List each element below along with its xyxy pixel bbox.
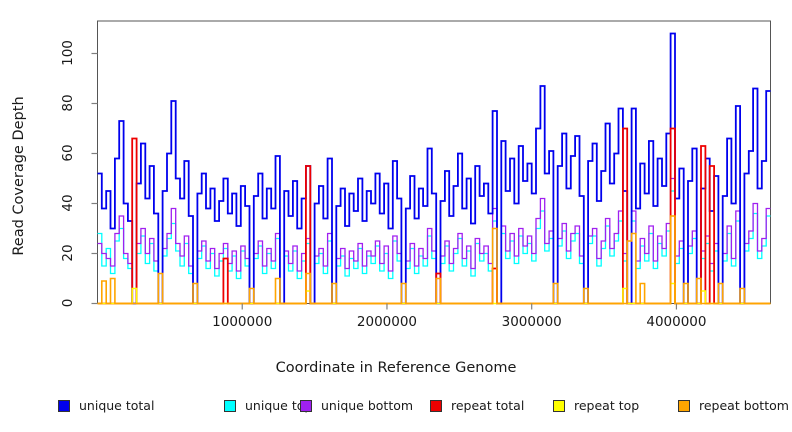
series-unique-top — [97, 190, 771, 305]
plot-border — [97, 20, 771, 304]
legend-item-unique-bottom: unique bottom — [300, 398, 413, 414]
unique-bottom-swatch-icon — [300, 400, 312, 412]
y-tick-label: 80 — [60, 93, 76, 112]
repeat-bottom-swatch-icon — [678, 400, 690, 412]
series-repeat-total — [97, 127, 771, 305]
series-repeat-bottom — [97, 215, 771, 305]
unique-total-swatch-icon — [58, 400, 70, 412]
repeat-top-swatch-icon — [553, 400, 565, 412]
series-repeat-top — [97, 282, 771, 305]
y-tick-label: 20 — [60, 243, 76, 262]
legend-label: repeat top — [574, 398, 640, 413]
x-tick-label: 4000000 — [646, 314, 707, 330]
chart-legend: unique total unique top unique bottom re… — [0, 398, 792, 418]
legend-label: unique bottom — [321, 398, 414, 413]
y-tick-label: 40 — [60, 193, 76, 212]
legend-item-unique-total: unique total — [58, 398, 154, 414]
x-axis-title: Coordinate in Reference Genome — [275, 360, 517, 376]
legend-label: repeat bottom — [699, 398, 789, 413]
legend-item-repeat-bottom: repeat bottom — [678, 398, 789, 414]
x-tick-label: 1000000 — [212, 314, 273, 330]
legend-item-unique-top: unique top — [224, 398, 312, 414]
series-unique-total — [97, 32, 771, 305]
repeat-total-swatch-icon — [430, 400, 442, 412]
x-tick-label: 3000000 — [501, 314, 562, 330]
legend-label: unique total — [79, 398, 155, 413]
y-tick-label: 0 — [60, 298, 76, 307]
y-tick-label: 60 — [60, 143, 76, 162]
x-tick-label: 2000000 — [356, 314, 418, 330]
y-axis-title: Read Coverage Depth — [11, 96, 27, 256]
legend-item-repeat-total: repeat total — [430, 398, 524, 414]
y-tick-label: 100 — [60, 39, 76, 66]
legend-item-repeat-top: repeat top — [553, 398, 639, 414]
series-unique-bottom — [97, 177, 771, 305]
legend-label: repeat total — [451, 398, 525, 413]
legend-label: unique top — [245, 398, 313, 413]
unique-top-swatch-icon — [224, 400, 236, 412]
